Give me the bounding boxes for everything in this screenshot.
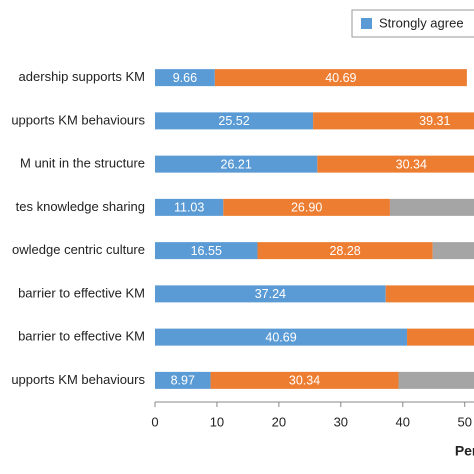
bar-segment: [385, 285, 474, 303]
value-label: 40.69: [325, 71, 356, 85]
value-label: 30.34: [289, 374, 320, 388]
y-tick-label: barrier to effective KM: [18, 285, 145, 300]
y-tick-label: upports KM behaviours: [11, 372, 145, 387]
value-label: 30.34: [396, 157, 427, 171]
bar-segment: [155, 155, 318, 173]
x-tick-label: 0: [151, 414, 158, 429]
value-label: 11.03: [174, 201, 204, 215]
bar-segment: [313, 112, 474, 130]
value-label: 39.31: [419, 114, 450, 128]
value-label: 26.21: [221, 157, 252, 171]
bar-segment: [155, 112, 314, 130]
bar-segment: [432, 242, 474, 260]
legend-swatch: [361, 18, 372, 29]
bar-segment: [155, 242, 258, 260]
bar-segment: [155, 371, 211, 389]
bar-segment: [155, 328, 408, 346]
value-label: 37.24: [255, 287, 286, 301]
x-tick-label: 50: [457, 414, 471, 429]
bar-segment: [210, 371, 399, 389]
bar-segment: [155, 69, 215, 87]
bar-segment: [398, 371, 474, 389]
value-label: 8.97: [171, 374, 195, 388]
value-label: 26.90: [291, 201, 322, 215]
x-tick-label: 20: [272, 414, 286, 429]
bar-segment: [407, 328, 474, 346]
y-tick-label: owledge centric culture: [12, 242, 145, 257]
y-tick-label: tes knowledge sharing: [16, 199, 145, 214]
y-tick-label: adership supports KM: [19, 69, 145, 84]
value-label: 25.52: [218, 114, 249, 128]
x-axis-label: Perc: [455, 443, 474, 459]
x-tick-label: 40: [396, 414, 410, 429]
bar-segment: [223, 198, 390, 216]
bar-segment: [257, 242, 433, 260]
bar-segment: [214, 69, 467, 87]
value-label: 16.55: [191, 244, 222, 258]
value-label: 9.66: [173, 71, 197, 85]
value-label: 40.69: [265, 330, 296, 344]
legend-box: [351, 9, 474, 38]
bar-segment: [155, 285, 386, 303]
y-tick-label: barrier to effective KM: [18, 329, 145, 344]
y-tick-label: M unit in the structure: [20, 156, 145, 171]
bar-segment: [317, 155, 474, 173]
y-tick-label: upports KM behaviours: [11, 112, 145, 127]
x-tick-label: 30: [334, 414, 348, 429]
x-tick-label: 10: [210, 414, 224, 429]
legend-label: Strongly agree: [379, 15, 464, 30]
bar-segment: [155, 198, 224, 216]
value-label: 28.28: [329, 244, 360, 258]
bar-segment: [389, 198, 474, 216]
